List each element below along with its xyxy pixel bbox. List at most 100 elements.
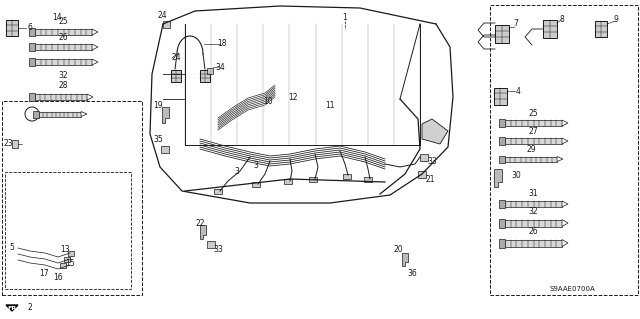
Text: 16: 16 bbox=[53, 272, 63, 281]
Text: 28: 28 bbox=[58, 81, 68, 91]
Text: 9: 9 bbox=[614, 16, 618, 25]
Text: 11: 11 bbox=[325, 100, 335, 109]
Bar bbox=[68, 250, 74, 256]
Text: 33: 33 bbox=[213, 246, 223, 255]
Text: 6: 6 bbox=[28, 24, 33, 33]
Text: 26: 26 bbox=[528, 227, 538, 236]
Text: 3: 3 bbox=[253, 161, 259, 170]
Polygon shape bbox=[402, 253, 408, 266]
Bar bbox=[64, 256, 70, 262]
Bar bbox=[499, 219, 505, 227]
Bar bbox=[200, 70, 210, 82]
Bar bbox=[505, 201, 562, 207]
Polygon shape bbox=[562, 138, 568, 144]
Text: 3: 3 bbox=[235, 167, 239, 175]
Bar bbox=[5, 172, 131, 289]
Bar bbox=[499, 119, 505, 127]
Bar bbox=[418, 170, 426, 177]
Text: 15: 15 bbox=[65, 259, 75, 269]
Text: 8: 8 bbox=[559, 14, 564, 24]
Polygon shape bbox=[162, 107, 168, 123]
Text: 25: 25 bbox=[528, 108, 538, 117]
Bar bbox=[252, 182, 260, 187]
Text: 2: 2 bbox=[28, 303, 33, 313]
Bar bbox=[2, 101, 142, 295]
Bar bbox=[499, 155, 505, 162]
Bar bbox=[161, 145, 169, 152]
Text: 27: 27 bbox=[528, 127, 538, 136]
Bar bbox=[490, 5, 638, 295]
Polygon shape bbox=[87, 94, 93, 100]
Text: 22: 22 bbox=[195, 219, 205, 228]
Bar bbox=[214, 189, 222, 194]
Bar bbox=[6, 20, 18, 36]
Bar bbox=[29, 93, 35, 101]
Polygon shape bbox=[422, 119, 448, 144]
Polygon shape bbox=[200, 225, 206, 239]
Text: FR.: FR. bbox=[7, 306, 19, 310]
Bar bbox=[284, 179, 292, 183]
Bar bbox=[595, 21, 607, 37]
Bar bbox=[543, 20, 557, 38]
Polygon shape bbox=[562, 240, 568, 247]
Polygon shape bbox=[81, 112, 87, 116]
Text: 14: 14 bbox=[52, 13, 62, 23]
Text: 17: 17 bbox=[39, 270, 49, 278]
Text: 32: 32 bbox=[528, 207, 538, 217]
Bar bbox=[309, 176, 317, 182]
Bar bbox=[171, 70, 181, 82]
Bar bbox=[29, 43, 35, 51]
Polygon shape bbox=[92, 44, 98, 50]
Text: 33: 33 bbox=[427, 158, 437, 167]
Polygon shape bbox=[557, 157, 563, 161]
Text: 12: 12 bbox=[288, 93, 298, 101]
Bar bbox=[499, 200, 505, 208]
Bar bbox=[35, 29, 92, 35]
Bar bbox=[33, 110, 39, 117]
Text: 1: 1 bbox=[342, 13, 348, 23]
Bar bbox=[12, 140, 18, 148]
Text: 4: 4 bbox=[516, 86, 520, 95]
Text: 13: 13 bbox=[60, 244, 70, 254]
Bar bbox=[495, 25, 509, 43]
Text: 30: 30 bbox=[511, 172, 521, 181]
Bar bbox=[35, 94, 87, 100]
Bar bbox=[39, 112, 81, 116]
Polygon shape bbox=[494, 169, 502, 187]
Text: 21: 21 bbox=[425, 174, 435, 183]
Bar bbox=[29, 28, 35, 36]
Polygon shape bbox=[92, 59, 98, 65]
Text: 35: 35 bbox=[153, 135, 163, 144]
Text: 31: 31 bbox=[528, 189, 538, 198]
Polygon shape bbox=[6, 305, 18, 311]
Text: 10: 10 bbox=[263, 97, 273, 106]
Polygon shape bbox=[562, 201, 568, 207]
Text: 36: 36 bbox=[407, 270, 417, 278]
Text: 25: 25 bbox=[58, 18, 68, 26]
Text: 26: 26 bbox=[58, 33, 68, 41]
Bar bbox=[420, 153, 428, 160]
Bar bbox=[505, 120, 562, 126]
Bar bbox=[35, 59, 92, 65]
Bar bbox=[163, 20, 170, 27]
Text: 23: 23 bbox=[3, 139, 13, 149]
Text: 18: 18 bbox=[217, 40, 227, 48]
Bar bbox=[505, 240, 562, 247]
Bar bbox=[35, 44, 92, 50]
Bar bbox=[499, 239, 505, 248]
Bar bbox=[343, 174, 351, 179]
Text: S9AAE0700A: S9AAE0700A bbox=[549, 286, 595, 292]
Polygon shape bbox=[562, 120, 568, 126]
Polygon shape bbox=[92, 29, 98, 35]
Text: 5: 5 bbox=[9, 242, 14, 251]
Bar bbox=[207, 241, 215, 248]
Bar bbox=[505, 157, 557, 161]
Bar bbox=[29, 58, 35, 66]
Text: 7: 7 bbox=[513, 19, 518, 28]
Bar bbox=[364, 176, 372, 182]
Text: 19: 19 bbox=[153, 100, 163, 109]
Text: 20: 20 bbox=[393, 244, 403, 254]
Bar bbox=[207, 68, 213, 74]
Bar bbox=[493, 87, 506, 105]
Bar bbox=[505, 138, 562, 144]
